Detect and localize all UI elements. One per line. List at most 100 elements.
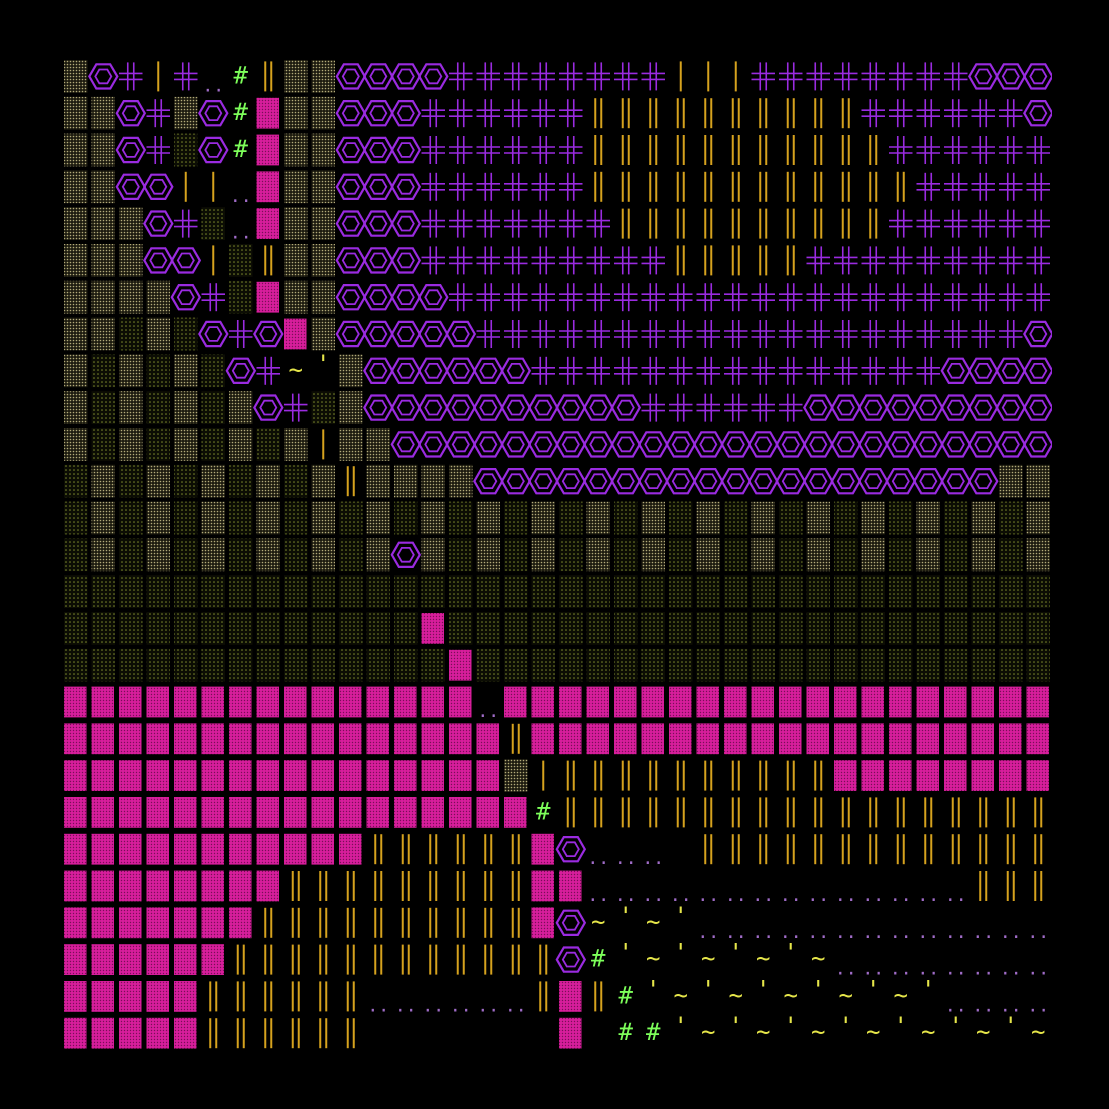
pink-block — [339, 723, 362, 755]
hexagon-inner — [891, 436, 910, 453]
pink-block — [284, 723, 307, 755]
glyph: .. — [450, 995, 472, 1016]
dotted-tile — [916, 648, 940, 682]
hexagon — [968, 63, 999, 90]
dotted-tile — [174, 428, 198, 461]
pink-block — [201, 797, 224, 828]
dotted-tile — [889, 612, 913, 645]
dotted-tile — [366, 464, 390, 498]
pink-block — [311, 723, 334, 755]
hexagon-inner — [644, 436, 663, 453]
dotted-tile — [146, 354, 170, 388]
hexagon — [638, 468, 669, 495]
dotted-tile — [311, 133, 335, 167]
hexagon-inner — [506, 436, 525, 453]
glyph: ' — [894, 1012, 908, 1040]
dotted-tile — [751, 538, 775, 572]
dotted-tile — [669, 538, 693, 572]
hexagon — [115, 136, 147, 164]
hexagon — [363, 357, 394, 384]
dotted-tile — [449, 538, 473, 572]
glyph: .. — [697, 885, 719, 906]
hexagon-inner — [176, 289, 195, 306]
glyph: ' — [316, 350, 330, 378]
hexagon-inner — [341, 289, 360, 306]
dotted-tile — [724, 501, 748, 535]
hexagon-inner — [369, 362, 388, 379]
pink-block — [174, 723, 197, 755]
dotted-tile — [751, 648, 775, 682]
tile-grid: .. ###....~ '..#..........................… — [64, 60, 1052, 1049]
pink-block — [779, 723, 802, 755]
dotted-tile — [119, 317, 143, 351]
glyph: ' — [646, 975, 660, 1003]
hexagon-inner — [369, 68, 388, 85]
glyph: # — [234, 98, 249, 126]
hexagon — [858, 394, 889, 421]
dotted-tile — [174, 648, 198, 682]
pink-block — [256, 833, 279, 865]
glyph: ' — [866, 975, 880, 1003]
glyph: ~ — [646, 945, 660, 973]
dotted-tile — [91, 317, 115, 351]
dotted-tile — [889, 648, 913, 682]
hexagon — [1023, 394, 1052, 421]
dotted-tile — [559, 575, 583, 608]
hexagon-inner — [341, 105, 360, 121]
glyph: ' — [674, 902, 688, 930]
hexagon-inner — [671, 473, 690, 490]
glyph: .. — [945, 995, 967, 1016]
pink-block — [339, 797, 362, 828]
glyph: .. — [890, 959, 912, 980]
hexagon-inner — [891, 399, 910, 416]
pink-block — [559, 686, 582, 718]
dotted-tile — [916, 612, 940, 645]
pink-block — [256, 281, 279, 313]
pink-block — [999, 686, 1022, 718]
hexagon-inner — [809, 399, 828, 416]
pink-block — [559, 1017, 582, 1049]
hexagon — [363, 210, 394, 237]
glyph: .. — [835, 959, 857, 980]
hexagon-inner — [369, 142, 388, 158]
hexagon-inner — [864, 473, 883, 490]
pink-block — [91, 870, 114, 902]
pink-block — [339, 760, 362, 791]
hexagon — [143, 247, 174, 274]
hexagon-inner — [396, 68, 415, 85]
pink-block — [394, 760, 417, 791]
glyph: .. — [890, 922, 912, 943]
dotted-tile — [64, 96, 88, 130]
hexagon-inner — [396, 362, 415, 379]
dotted-tile — [64, 464, 88, 498]
hexagon-inner — [369, 215, 388, 232]
pink-block — [91, 907, 114, 939]
hexagon — [665, 468, 697, 495]
pink-block — [256, 723, 279, 755]
hexagon — [665, 431, 697, 458]
hexagon-inner — [341, 215, 360, 232]
dotted-tile — [91, 612, 115, 645]
dotted-tile — [311, 391, 335, 424]
pink-block — [174, 870, 197, 902]
dotted-tile — [999, 501, 1023, 535]
dotted-tile — [614, 501, 638, 535]
glyph: ' — [674, 939, 688, 967]
dotted-tile — [311, 60, 335, 93]
dotted-tile — [256, 428, 280, 461]
hexagon-inner — [974, 362, 993, 379]
dotted-tile — [476, 648, 500, 682]
hexagon-inner — [1001, 362, 1020, 379]
dotted-tile — [449, 501, 473, 535]
pink-block — [944, 760, 967, 791]
hexagon — [335, 320, 367, 348]
hexagon-inner — [891, 473, 910, 490]
pink-block — [119, 907, 142, 939]
dotted-tile — [146, 280, 170, 314]
hexagon — [748, 468, 779, 495]
pink-block — [476, 797, 499, 828]
glyph: .. — [807, 922, 829, 943]
dotted-tile — [916, 501, 940, 535]
hexagon-inner — [479, 473, 498, 490]
dotted-tile — [779, 538, 803, 572]
